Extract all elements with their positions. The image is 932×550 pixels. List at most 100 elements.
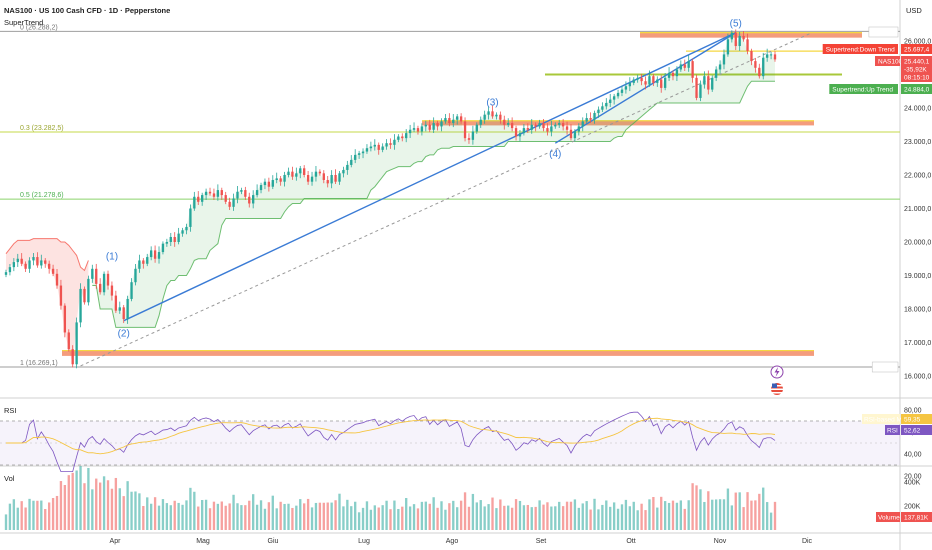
candle-body (585, 118, 588, 122)
rsi-name-bg (885, 425, 900, 435)
candle-body (554, 124, 557, 127)
candle (554, 122, 557, 129)
supertrend-down-label-name: Supertrend:Down Trend (826, 47, 895, 54)
volume-value-bg (901, 512, 932, 522)
candle-body (667, 72, 671, 78)
candle-body (397, 136, 400, 140)
candle-body (153, 250, 157, 259)
candle (149, 246, 153, 261)
volume-bar (283, 503, 286, 530)
candle (691, 58, 694, 83)
candle-body (687, 61, 690, 68)
volume-bar (357, 512, 361, 530)
chart-title: NAS100 · US 100 Cash CFD · 1D · Pepperst… (4, 6, 170, 15)
candle-body (640, 77, 643, 82)
volume-bar (663, 501, 667, 530)
candle-body (51, 268, 55, 274)
candle (699, 80, 702, 102)
candle (444, 114, 447, 124)
candle (47, 260, 51, 274)
volume-bar (342, 506, 345, 530)
candle-body (569, 129, 573, 139)
candle-body (620, 89, 624, 93)
candle (510, 117, 514, 132)
candle (357, 150, 361, 159)
candle-body (695, 77, 698, 98)
candle-body (318, 171, 322, 174)
volume-bar (291, 507, 294, 530)
volume-bar (134, 491, 137, 530)
volume-bar (393, 500, 396, 530)
candle (467, 133, 471, 144)
candle (471, 125, 475, 145)
candle-body (24, 263, 27, 269)
volume-bar (83, 483, 86, 530)
candle-body (330, 175, 333, 184)
candle (153, 245, 157, 263)
volume-bar (193, 491, 196, 530)
candle-body (228, 201, 231, 207)
candle (59, 279, 63, 310)
volume-name: Volume (878, 515, 900, 522)
candle (102, 271, 106, 296)
candle-body (216, 190, 220, 197)
candle (758, 63, 761, 79)
candle-body (4, 272, 8, 275)
volume-bar (754, 500, 757, 530)
candle (675, 66, 679, 82)
fib-label-0: 0 (26.288,2) (20, 24, 58, 31)
candle (420, 123, 424, 136)
candle-body (197, 196, 200, 202)
candle (463, 117, 467, 142)
candle (342, 166, 345, 178)
supertrend-up-label-value: 24.884,0 (904, 87, 930, 94)
volume-bar (448, 503, 451, 530)
candle (412, 122, 416, 133)
volume-bar (683, 508, 686, 530)
candle-body (514, 128, 518, 137)
candle (173, 232, 176, 247)
candle (424, 120, 427, 132)
volume-bar (459, 500, 463, 530)
candle (377, 142, 380, 155)
candle (765, 48, 769, 62)
volume-bar (67, 475, 70, 530)
candle-body (165, 242, 169, 244)
us-flag-event-icon[interactable] (771, 383, 783, 395)
candle (734, 29, 737, 51)
volume-bar (601, 504, 604, 530)
volume-bar (428, 503, 431, 530)
candle (252, 190, 255, 209)
candle (589, 112, 592, 123)
volume-bar (381, 505, 384, 530)
candle (518, 129, 522, 142)
candle-body (456, 116, 459, 120)
currency-label[interactable]: USD (906, 6, 922, 15)
volume-bar (483, 506, 486, 530)
candle (605, 98, 608, 110)
minimo-label-name: Minimo (875, 365, 896, 372)
volume-bar (310, 507, 314, 530)
candle (475, 122, 478, 134)
candle-body (365, 148, 369, 152)
candle (122, 304, 125, 324)
volume-bar (679, 500, 683, 530)
candle (648, 70, 651, 87)
candle-body (691, 61, 694, 78)
candle-body (656, 79, 659, 83)
candle-body (244, 190, 247, 197)
lightning-event-icon[interactable] (770, 365, 784, 379)
volume-bar (416, 508, 420, 530)
candle (330, 170, 333, 189)
candle-body (558, 123, 561, 125)
last-price-bg (901, 56, 932, 82)
candle-body (522, 128, 526, 134)
candle-body (773, 54, 777, 60)
indicator-name: SuperTrend (4, 18, 43, 27)
volume-bar (463, 492, 467, 530)
elliott-wave-labels: (1) (2) (3) (4) (5) (106, 19, 742, 340)
volume-bar (8, 503, 12, 530)
volume-bar (675, 502, 679, 530)
volume-bar (224, 505, 227, 530)
